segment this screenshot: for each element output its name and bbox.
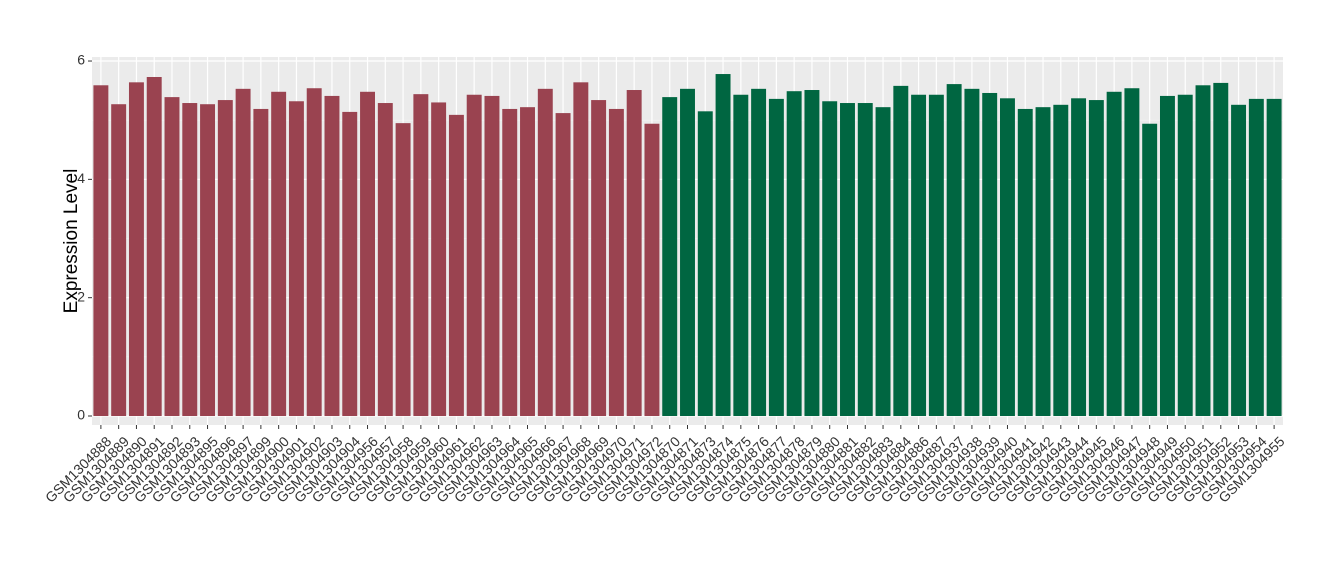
bar (1000, 98, 1015, 417)
bar (360, 91, 375, 417)
bar (466, 94, 482, 417)
bar (537, 88, 553, 417)
bar (697, 111, 713, 417)
bar (1071, 98, 1087, 417)
bar (555, 113, 571, 417)
bar (306, 88, 322, 417)
y-axis-title: Expression Level (61, 169, 82, 314)
bar (288, 101, 304, 417)
bar (591, 100, 607, 417)
bar (911, 94, 927, 417)
bar (1266, 98, 1282, 417)
bar (573, 82, 589, 417)
bar (1213, 82, 1229, 417)
bar (146, 76, 162, 417)
bar (182, 103, 198, 417)
bar (751, 88, 767, 417)
bar (1248, 98, 1264, 417)
bar (608, 108, 624, 417)
bar (413, 94, 429, 417)
bar (1106, 91, 1122, 417)
bar (217, 100, 233, 417)
y-tick-label: 6 (77, 52, 85, 68)
bar (715, 74, 731, 417)
bar (768, 98, 784, 417)
bar (1088, 100, 1104, 417)
bar (1177, 94, 1193, 417)
bar (235, 88, 251, 417)
bar (271, 91, 287, 417)
bar (520, 107, 535, 417)
bar (377, 103, 393, 417)
bar (1053, 104, 1069, 417)
y-tick-label: 0 (77, 407, 85, 423)
bar (448, 114, 464, 417)
bar (93, 85, 109, 417)
bar (484, 95, 500, 417)
bar (395, 123, 411, 417)
bar (164, 97, 180, 417)
bar (1195, 85, 1211, 417)
bar (786, 91, 802, 417)
bar (822, 101, 838, 417)
bar (982, 92, 998, 417)
bar (1035, 107, 1051, 417)
bar (804, 90, 820, 417)
bar (342, 111, 358, 417)
bar (946, 84, 962, 417)
bar (324, 95, 340, 417)
bar (128, 82, 144, 417)
bar (733, 94, 749, 417)
bar (200, 104, 216, 417)
bar (111, 104, 127, 417)
bar (662, 97, 678, 417)
bar (644, 123, 660, 417)
bar (680, 88, 695, 417)
bar (1142, 123, 1158, 417)
y-tick-label: 4 (77, 170, 85, 186)
bar (1159, 95, 1175, 417)
bar (253, 108, 269, 417)
bar (1124, 88, 1140, 417)
y-tick-label: 2 (77, 288, 85, 304)
bar (1231, 104, 1247, 417)
bar (626, 90, 642, 417)
bar (875, 107, 891, 417)
bar (928, 94, 944, 417)
bar (431, 102, 447, 417)
bar (857, 103, 873, 417)
bar (893, 85, 909, 417)
bar (964, 88, 980, 417)
bar (840, 103, 855, 417)
bar (1017, 108, 1033, 417)
bar (502, 108, 518, 417)
